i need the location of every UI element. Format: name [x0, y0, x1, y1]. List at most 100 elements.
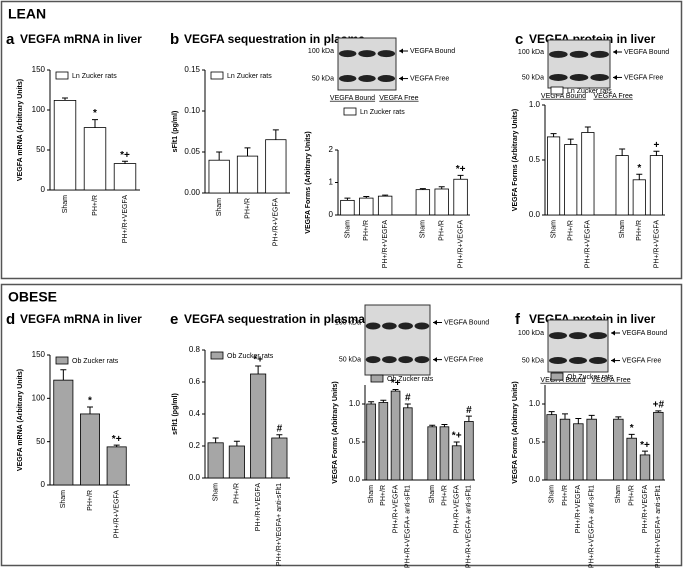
legend-swatch — [210, 71, 224, 80]
error-bar — [212, 437, 219, 443]
legend-swatch — [55, 356, 69, 365]
blot-arrowhead — [433, 320, 437, 325]
y-tick-label: 0.6 — [189, 377, 201, 386]
blot-marker: 50 kDa — [312, 75, 334, 82]
error-bar — [653, 150, 660, 156]
x-tick-label: PH+/R+VEGFA — [255, 483, 262, 532]
x-tick-label: PH+/R — [244, 198, 251, 219]
y-tick-label: 1 — [329, 178, 334, 187]
error-bar — [122, 160, 128, 164]
y-tick-label: 0.4 — [189, 409, 201, 418]
significance-label: *+ — [253, 355, 263, 366]
error-bar — [655, 410, 662, 413]
y-tick-label: 0.0 — [189, 473, 201, 482]
significance-label: + — [654, 140, 660, 151]
blot-group-label: VEGFA Free — [591, 377, 630, 384]
error-bar — [60, 369, 67, 381]
blot-band — [569, 357, 587, 365]
legend-swatch — [210, 351, 224, 360]
panel-letter: c — [515, 31, 523, 48]
blot-band — [590, 50, 609, 58]
x-tick-label: PH+/R+VEGFA — [575, 485, 582, 534]
y-tick-label: 50 — [36, 437, 45, 446]
significance-label: *+ — [452, 431, 462, 442]
bar — [359, 197, 374, 216]
bar — [80, 413, 101, 486]
bar — [106, 446, 127, 486]
significance-label: # — [466, 405, 472, 416]
bar — [340, 199, 355, 216]
y-tick-label: 0.05 — [184, 147, 200, 156]
error-bar — [404, 403, 411, 408]
y-tick-label: 150 — [32, 350, 46, 359]
blot-image — [547, 319, 609, 373]
y-axis-label: VEGFA mRNA (Arbitrary Units) — [17, 79, 24, 181]
bar — [378, 402, 389, 481]
bar — [626, 437, 637, 481]
blot-band — [398, 356, 413, 364]
legend-swatch — [55, 71, 69, 80]
bar — [653, 411, 664, 481]
blot-band — [589, 332, 607, 340]
blot-band — [382, 322, 397, 330]
y-tick-label: 2 — [329, 145, 334, 154]
error-bar — [272, 129, 279, 140]
y-tick-label: 150 — [32, 65, 46, 74]
x-tick-label: Sham — [549, 485, 556, 503]
error-bar — [615, 416, 622, 420]
panel-letter: f — [515, 311, 521, 328]
bar — [83, 127, 107, 191]
blot-arrowhead — [399, 76, 403, 82]
bar — [439, 426, 450, 481]
legend-label: Ob Zucker rats — [227, 353, 274, 360]
x-tick-label: PH+/R+VEGFA+ anti-sFlt1 — [276, 483, 283, 566]
blot-band-label: VEGFA Bound — [624, 49, 669, 56]
error-bar — [87, 406, 93, 414]
error-bar — [216, 151, 223, 161]
bar — [415, 189, 431, 216]
legend-swatch — [550, 86, 564, 95]
error-bar — [628, 433, 635, 439]
legend-swatch — [343, 107, 357, 116]
y-tick-label: 0.0 — [349, 475, 361, 484]
error-bar — [550, 133, 557, 137]
blot-band-label: VEGFA Free — [622, 357, 661, 364]
significance-label: * — [630, 423, 634, 434]
blot-band — [377, 50, 396, 58]
bar — [451, 445, 462, 481]
error-bar — [368, 401, 375, 404]
x-tick-label: PH+/R+VEGFA — [382, 220, 389, 269]
error-bar — [548, 411, 555, 415]
x-tick-label: PH+/R — [87, 490, 94, 511]
x-tick-label: PH+/R — [629, 485, 636, 506]
y-tick-label: 0.0 — [529, 210, 541, 219]
bar — [427, 426, 438, 481]
bar — [53, 100, 77, 191]
x-tick-label: PH+/R+VEGFA+ anti-sFlt1 — [466, 485, 473, 568]
x-tick-label: Sham — [60, 490, 67, 508]
error-bar — [382, 194, 389, 197]
blot-marker: 100 kDa — [518, 330, 544, 337]
x-tick-label: PH+/R+VEGFA+ anti-sFlt1 — [405, 485, 412, 568]
y-tick-label: 100 — [32, 393, 46, 402]
blot-band-label: VEGFA Free — [410, 75, 449, 82]
blot-band — [365, 322, 381, 330]
section-label: LEAN — [8, 6, 46, 22]
bar — [236, 155, 259, 194]
bar — [639, 454, 651, 481]
error-bar — [465, 415, 472, 422]
legend-swatch — [370, 374, 384, 383]
blot-band — [377, 75, 396, 83]
lean-frame — [0, 0, 683, 280]
error-bar — [438, 186, 445, 189]
x-tick-label: PH+/R — [568, 220, 575, 241]
bar — [613, 418, 624, 481]
blot-marker: 50 kDa — [339, 356, 361, 363]
error-bar — [62, 97, 68, 101]
section-label: OBESE — [8, 289, 57, 305]
bar — [250, 373, 267, 479]
y-tick-label: 0.5 — [529, 437, 541, 446]
bar — [53, 379, 74, 486]
blot-group-label: VEGFA Bound — [541, 93, 586, 100]
